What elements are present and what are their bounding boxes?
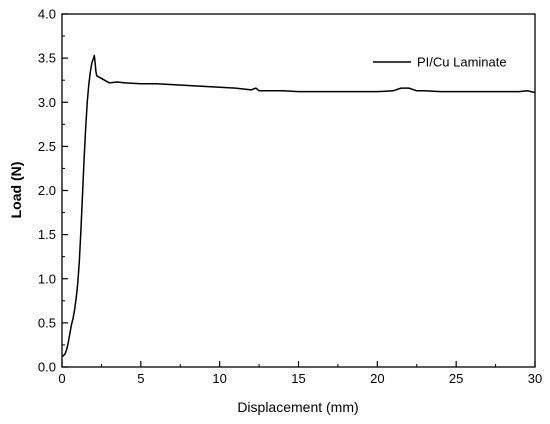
y-tick-label: 2.0 [38,183,56,198]
legend: PI/Cu Laminate [373,55,507,70]
x-tick-label: 5 [137,371,144,386]
x-tick-label: 10 [212,371,226,386]
x-tick-label: 0 [58,371,65,386]
y-tick-label: 2.5 [38,139,56,154]
y-tick-label: 4.0 [38,7,56,22]
y-axis-title: Load (N) [8,162,24,219]
legend-label: PI/Cu Laminate [417,55,507,70]
y-tick-label: 1.5 [38,227,56,242]
series-line-pi-cu-laminate [61,54,536,358]
x-tick-label: 20 [370,371,384,386]
x-tick-label: 30 [528,371,542,386]
y-tick-label: 1.0 [38,271,56,286]
x-tick-label: 25 [449,371,463,386]
x-tick-label: 15 [291,371,305,386]
y-tick-label: 3.0 [38,95,56,110]
y-tick-label: 0.5 [38,315,56,330]
y-tick-label: 0.0 [38,360,56,375]
x-axis-title: Displacement (mm) [237,399,358,415]
ticks-layer [61,13,536,368]
y-tick-label: 3.5 [38,51,56,66]
series-layer [61,54,536,358]
tick-labels-layer: 0 5 10 15 20 25 30 0.0 0.5 1.0 1.5 2.0 2.5 3.0 3.5 4.0 [38,7,542,387]
